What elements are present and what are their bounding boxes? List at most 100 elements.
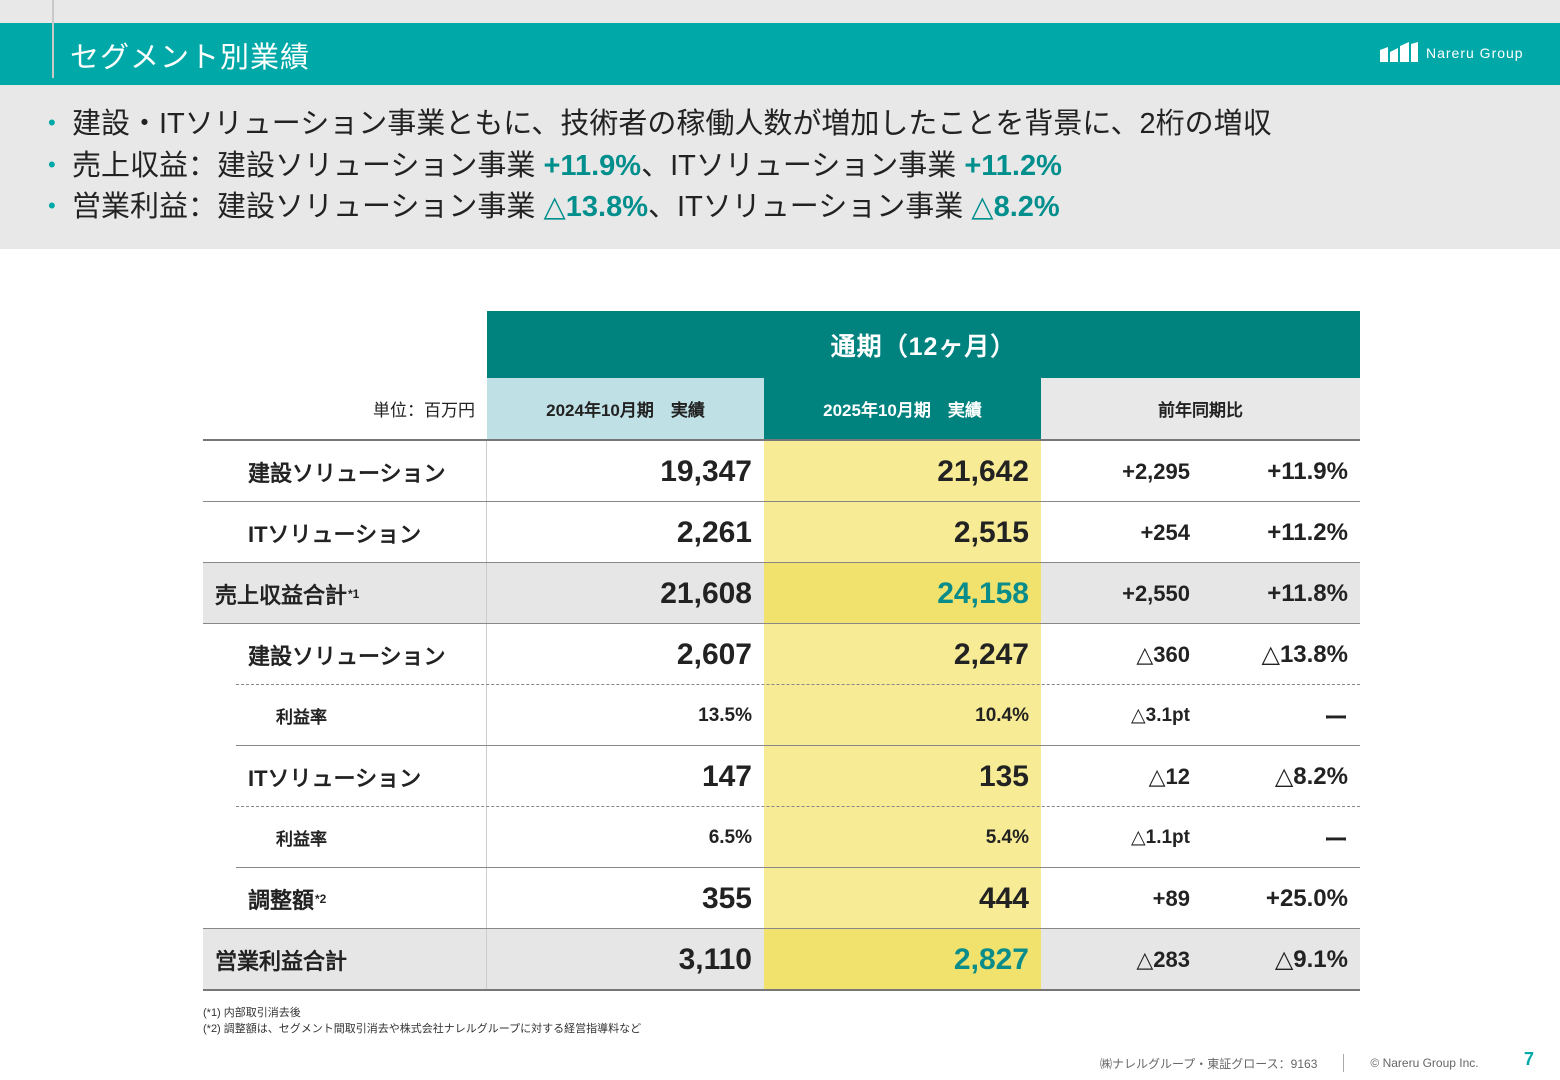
value-current: 135: [764, 746, 1041, 807]
bullet-highlight: △13.8%: [543, 191, 649, 223]
diff-rate: +11.2%: [1267, 518, 1348, 546]
value-prev: 13.5%: [698, 704, 752, 726]
value-current: 21,642: [764, 441, 1041, 502]
footnote: (*2) 調整額は、セグメント間取引消去や株式会社ナレルグループに対する経営指導…: [203, 1023, 642, 1035]
row-label: 利益率: [203, 807, 487, 868]
bullet-text: 営業利益：建設ソリューション事業: [72, 191, 544, 223]
row-label: 営業利益合計: [203, 929, 487, 990]
company-logo: Nareru Group: [1380, 42, 1524, 64]
table-bottom-border: [203, 989, 1360, 991]
diff-rate: +11.9%: [1267, 457, 1348, 485]
diff-amount: △3.1pt: [1131, 705, 1190, 726]
value-prev: 2,261: [676, 515, 752, 549]
value-current: 2,515: [764, 502, 1041, 563]
value-prev: 2,607: [676, 637, 752, 671]
column-header-prev-year: 2024年10月期 実績: [487, 378, 764, 439]
period-header: 通期（12ヶ月）: [487, 311, 1360, 378]
footnote: (*1) 内部取引消去後: [203, 1007, 301, 1019]
table-row: ITソリューション 147 135 △12 △8.2%: [203, 746, 1360, 807]
diff-rate: △9.1%: [1274, 946, 1348, 973]
diff-amount: △12: [1148, 763, 1190, 789]
value-current: 444: [764, 868, 1041, 929]
value-prev: 19,347: [660, 454, 752, 488]
diff-amount: +2,295: [1122, 458, 1190, 484]
footnote-mark: *2: [315, 891, 327, 906]
value-current: 2,827: [764, 929, 1041, 990]
diff-rate: △8.2%: [1274, 763, 1348, 790]
bullet-icon: •: [48, 193, 56, 218]
diff-amount: +89: [1152, 885, 1190, 911]
bullet-text: 、ITソリューション事業: [648, 191, 972, 223]
value-current: 10.4%: [764, 685, 1041, 746]
bullet-text: 建設・ITソリューション事業ともに、技術者の稼働人数が増加したことを背景に、2桁…: [72, 108, 1272, 140]
footer: ㈱ナレルグループ・東証グロース：9163 © Nareru Group Inc.…: [1100, 1049, 1534, 1072]
bullet-highlight: +11.2%: [964, 149, 1062, 182]
row-divider-dashed: [236, 806, 1360, 807]
bullet-text: 売上収益：建設ソリューション事業: [72, 149, 544, 182]
page-title: セグメント別業績: [70, 42, 311, 74]
row-label: 売上収益合計 *1: [203, 563, 487, 624]
row-label: 利益率: [203, 685, 487, 746]
row-label-text: 売上収益合計: [215, 582, 348, 608]
bullet-highlight: +11.9%: [543, 149, 642, 182]
diff-rate: +25.0%: [1265, 884, 1348, 912]
value-prev: 355: [701, 881, 752, 915]
page-number: 7: [1524, 1049, 1535, 1069]
row-divider: [203, 623, 1360, 624]
summary-box: • 建設・ITソリューション事業ともに、技術者の稼働人数が増加したことを背景に、2…: [0, 85, 1560, 249]
diff-amount: △283: [1136, 946, 1190, 972]
column-header-row: 単位：百万円 2024年10月期 実績 2025年10月期 実績 前年同期比: [203, 378, 1360, 439]
diff-amount: △360: [1136, 641, 1190, 667]
value-prev: 6.5%: [708, 826, 752, 848]
table-row: ITソリューション 2,261 2,515 +254 +11.2%: [203, 502, 1360, 563]
header-divider: [52, 0, 54, 78]
summary-bullet: • 建設・ITソリューション事業ともに、技術者の稼働人数が増加したことを背景に、2…: [48, 103, 1272, 145]
bullet-icon: •: [48, 110, 56, 135]
row-divider: [236, 745, 1360, 746]
row-divider: [203, 501, 1360, 502]
top-strip: [0, 0, 1560, 23]
row-label: 建設ソリューション: [203, 624, 487, 685]
value-current: 5.4%: [764, 807, 1041, 868]
footnote-mark: *1: [348, 586, 360, 601]
summary-bullet: • 売上収益：建設ソリューション事業 +11.9%、ITソリューション事業 +11…: [48, 145, 1272, 187]
table-body: 建設ソリューション 19,347 21,642 +2,295 +11.9% IT…: [203, 439, 1360, 991]
logo-icon: [1380, 42, 1418, 62]
diff-rate: ー: [1324, 705, 1348, 732]
row-label: ITソリューション: [203, 746, 487, 807]
column-header-current-year: 2025年10月期 実績: [764, 378, 1041, 439]
row-divider: [236, 867, 1360, 868]
row-label: 調整額 *2: [203, 868, 487, 929]
diff-amount: +2,550: [1122, 580, 1190, 606]
row-label: ITソリューション: [203, 502, 487, 563]
bullet-icon: •: [48, 151, 56, 177]
table-row-margin: 利益率 13.5% 10.4% △3.1pt ー: [203, 685, 1360, 746]
diff-rate: +11.8%: [1267, 579, 1348, 607]
row-label-text: 調整額: [248, 887, 315, 913]
unit-label: 単位：百万円: [373, 401, 475, 420]
header-bar: [0, 23, 1560, 85]
row-label: 建設ソリューション: [203, 441, 487, 502]
bullet-text: 、ITソリューション事業: [641, 149, 965, 182]
row-divider: [203, 928, 1360, 929]
table-row-total-revenue: 売上収益合計 *1 21,608 24,158 +2,550 +11.8%: [203, 563, 1360, 624]
logo-text: Nareru Group: [1426, 45, 1524, 61]
footer-divider: [1343, 1054, 1345, 1072]
footer-copyright: © Nareru Group Inc.: [1370, 1056, 1479, 1070]
value-current: 2,247: [764, 624, 1041, 685]
table-row: 調整額 *2 355 444 +89 +25.0%: [203, 868, 1360, 929]
table-row-total-operating-profit: 営業利益合計 3,110 2,827 △283 △9.1%: [203, 929, 1360, 991]
row-divider-dashed: [236, 684, 1360, 685]
row-divider: [203, 562, 1360, 563]
table-row-margin: 利益率 6.5% 5.4% △1.1pt ー: [203, 807, 1360, 868]
value-prev: 21,608: [660, 576, 752, 610]
diff-amount: +254: [1140, 519, 1190, 545]
footer-company: ㈱ナレルグループ・東証グロース：9163: [1100, 1056, 1318, 1071]
summary-bullet: • 営業利益：建設ソリューション事業 △13.8%、ITソリューション事業 △8.…: [48, 186, 1272, 228]
value-prev: 3,110: [678, 942, 752, 976]
column-header-yoy: 前年同期比: [1041, 378, 1360, 439]
diff-rate: △13.8%: [1261, 641, 1348, 668]
diff-amount: △1.1pt: [1131, 827, 1190, 848]
bullet-highlight: △8.2%: [971, 191, 1060, 223]
value-prev: 147: [701, 759, 752, 793]
